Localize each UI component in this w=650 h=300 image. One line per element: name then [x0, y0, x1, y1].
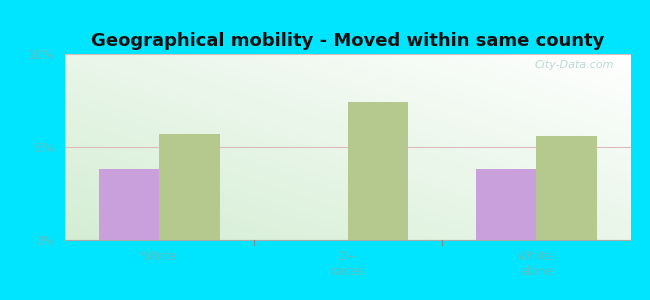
Bar [476, 169, 536, 240]
Bar [99, 169, 159, 240]
Text: City-Data.com: City-Data.com [534, 60, 614, 70]
Bar [159, 134, 220, 240]
Bar [348, 102, 408, 240]
Bar [536, 136, 597, 240]
Title: Geographical mobility - Moved within same county: Geographical mobility - Moved within sam… [91, 32, 604, 50]
